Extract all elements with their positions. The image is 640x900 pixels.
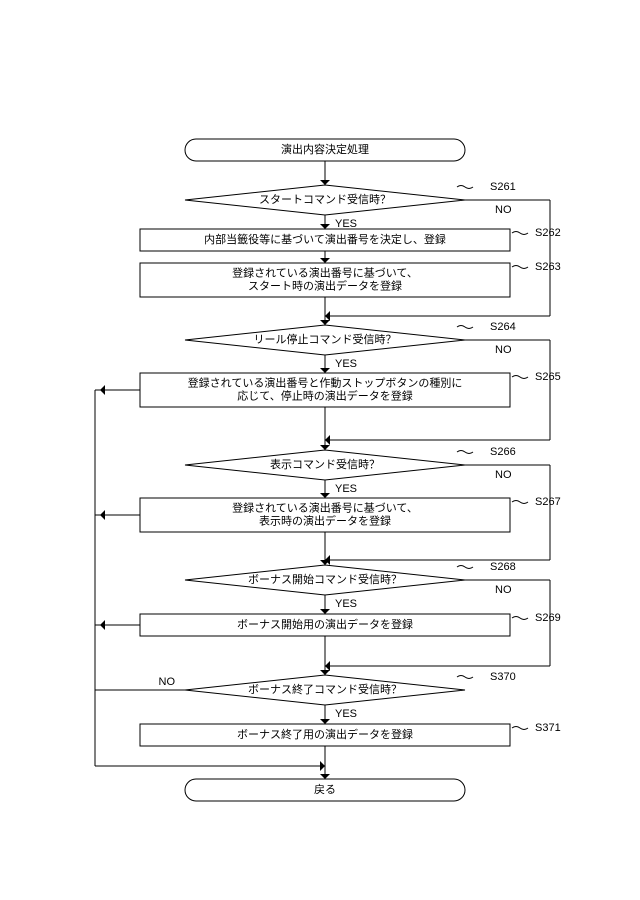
svg-text:S263: S263 xyxy=(535,261,561,273)
svg-text:S371: S371 xyxy=(535,722,561,734)
svg-text:S269: S269 xyxy=(535,612,561,624)
svg-text:YES: YES xyxy=(335,483,357,495)
svg-text:NO: NO xyxy=(495,584,512,596)
svg-text:表示コマンド受信時？: 表示コマンド受信時？ xyxy=(270,457,380,471)
svg-text:S262: S262 xyxy=(535,227,561,239)
svg-text:NO: NO xyxy=(159,676,176,688)
svg-text:NO: NO xyxy=(495,344,512,356)
svg-text:S266: S266 xyxy=(490,446,516,458)
svg-text:YES: YES xyxy=(335,218,357,230)
svg-text:NO: NO xyxy=(495,204,512,216)
svg-text:S267: S267 xyxy=(535,496,561,508)
svg-text:スタート時の演出データを登録: スタート時の演出データを登録 xyxy=(248,278,402,292)
svg-text:S264: S264 xyxy=(490,321,516,333)
svg-text:ボーナス開始コマンド受信時？: ボーナス開始コマンド受信時？ xyxy=(248,572,402,586)
svg-text:応じて、停止時の演出データを登録: 応じて、停止時の演出データを登録 xyxy=(237,388,412,402)
svg-text:内部当籤役等に基づいて演出番号を決定し、登録: 内部当籤役等に基づいて演出番号を決定し、登録 xyxy=(204,232,446,246)
svg-text:YES: YES xyxy=(335,358,357,370)
svg-text:演出内容決定処理: 演出内容決定処理 xyxy=(281,142,369,156)
svg-text:NO: NO xyxy=(495,469,512,481)
svg-text:リール停止コマンド受信時？: リール停止コマンド受信時？ xyxy=(254,332,397,346)
svg-text:登録されている演出番号に基づいて、: 登録されている演出番号に基づいて、 xyxy=(232,265,418,279)
svg-text:YES: YES xyxy=(335,708,357,720)
svg-text:S261: S261 xyxy=(490,181,516,193)
svg-text:登録されている演出番号と作動ストップボタンの種別に: 登録されている演出番号と作動ストップボタンの種別に xyxy=(188,375,463,389)
svg-text:表示時の演出データを登録: 表示時の演出データを登録 xyxy=(259,513,391,527)
svg-text:戻る: 戻る xyxy=(314,783,336,796)
svg-text:登録されている演出番号に基づいて、: 登録されている演出番号に基づいて、 xyxy=(232,500,418,514)
svg-text:ボーナス開始用の演出データを登録: ボーナス開始用の演出データを登録 xyxy=(237,617,413,631)
svg-text:S265: S265 xyxy=(535,371,561,383)
svg-text:S268: S268 xyxy=(490,561,516,573)
svg-text:S370: S370 xyxy=(490,671,516,683)
svg-text:スタートコマンド受信時？: スタートコマンド受信時？ xyxy=(259,193,391,206)
svg-text:ボーナス終了用の演出データを登録: ボーナス終了用の演出データを登録 xyxy=(237,727,413,741)
svg-text:ボーナス終了コマンド受信時？: ボーナス終了コマンド受信時？ xyxy=(248,682,402,696)
svg-text:YES: YES xyxy=(335,598,357,610)
